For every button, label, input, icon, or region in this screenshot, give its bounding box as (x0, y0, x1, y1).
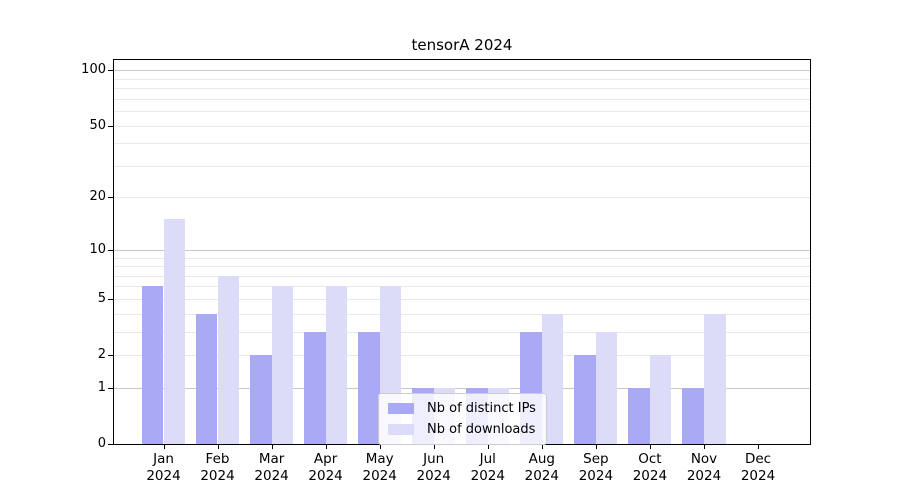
major-gridline-10 (114, 249, 810, 251)
bar-nb-of-downloads-sep (595, 331, 618, 444)
minor-gridline-2 (114, 355, 810, 356)
y-tick-mark-1 (108, 387, 113, 389)
minor-gridline-90 (114, 78, 810, 80)
y-tick-label-50: 50 (89, 117, 106, 133)
minor-gridline-40 (114, 143, 810, 145)
minor-gridline-30 (114, 165, 810, 167)
legend-label: Nb of distinct IPs (427, 401, 536, 416)
x-tick-mark-jul (487, 445, 489, 449)
bar-nb-of-downloads-jan (163, 219, 186, 444)
minor-gridline-5 (114, 298, 810, 300)
x-tick-mark-dec (758, 445, 759, 449)
minor-gridline-8 (114, 266, 810, 267)
x-tick-label-may: May 2024 (362, 451, 397, 484)
bar-nb-of-distinct-ips-oct (628, 387, 650, 444)
y-tick-mark-100 (108, 70, 113, 72)
y-tick-mark-0 (108, 444, 113, 445)
x-tick-mark-may (379, 445, 381, 449)
legend: Nb of distinct IPs Nb of downloads (378, 393, 547, 445)
plot-area: Nb of distinct IPs Nb of downloads (113, 59, 811, 445)
minor-gridline-70 (114, 98, 810, 100)
x-tick-label-dec: Dec 2024 (740, 451, 776, 484)
x-tick-label-oct: Oct 2024 (632, 451, 668, 484)
y-tick-label-1: 1 (97, 379, 106, 395)
y-tick-label-100: 100 (81, 62, 106, 78)
minor-gridline-60 (114, 111, 810, 112)
x-tick-mark-nov (704, 445, 705, 449)
minor-gridline-80 (114, 88, 810, 89)
bar-nb-of-distinct-ips-mar (250, 355, 272, 444)
y-tick-mark-2 (108, 355, 113, 356)
x-tick-label-jan: Jan 2024 (146, 451, 181, 484)
x-tick-mark-mar (271, 445, 273, 449)
major-gridline-1 (114, 387, 810, 389)
legend-item-nb-of-downloads: Nb of downloads (388, 422, 536, 437)
bar-nb-of-downloads-aug (541, 313, 564, 444)
x-tick-label-feb: Feb 2024 (200, 451, 235, 484)
bar-nb-of-distinct-ips-may (358, 331, 380, 444)
x-tick-label-aug: Aug 2024 (524, 451, 559, 484)
x-tick-mark-oct (649, 445, 651, 449)
y-tick-label-2: 2 (97, 347, 106, 362)
x-tick-mark-jun (433, 445, 435, 449)
legend-swatch-icon (388, 424, 414, 435)
legend-swatch-icon (388, 403, 414, 414)
y-tick-label-20: 20 (89, 189, 106, 205)
minor-gridline-7 (114, 275, 810, 277)
x-tick-mark-apr (325, 445, 327, 449)
y-tick-mark-20 (108, 197, 113, 199)
x-tick-mark-jan (163, 445, 165, 449)
y-tick-label-5: 5 (97, 290, 106, 306)
x-tick-mark-feb (217, 445, 219, 449)
minor-gridline-20 (114, 197, 810, 199)
bar-nb-of-downloads-oct (649, 355, 672, 444)
minor-gridline-50 (114, 125, 810, 127)
x-tick-mark-aug (541, 445, 543, 449)
y-tick-label-10: 10 (89, 241, 106, 257)
y-tick-mark-5 (108, 298, 113, 300)
x-tick-label-jul: Jul 2024 (470, 451, 505, 484)
bar-nb-of-distinct-ips-sep (574, 355, 596, 444)
x-tick-label-mar: Mar 2024 (254, 451, 289, 484)
bar-nb-of-distinct-ips-apr (304, 331, 326, 444)
x-tick-mark-sep (595, 445, 597, 449)
bar-nb-of-distinct-ips-feb (195, 313, 218, 444)
x-tick-label-sep: Sep 2024 (578, 451, 614, 484)
major-gridline-100 (114, 70, 810, 72)
bar-nb-of-distinct-ips-nov (682, 387, 704, 444)
minor-gridline-3 (114, 331, 810, 333)
x-tick-label-apr: Apr 2024 (308, 451, 343, 484)
y-tick-label-0: 0 (97, 436, 106, 451)
minor-gridline-9 (114, 257, 810, 259)
bar-nb-of-downloads-nov (704, 313, 726, 444)
bar-nb-of-downloads-mar (271, 286, 294, 444)
bar-nb-of-downloads-feb (217, 275, 240, 444)
y-tick-mark-50 (108, 125, 113, 127)
bar-nb-of-downloads-apr (325, 286, 348, 444)
legend-label: Nb of downloads (427, 422, 536, 437)
bar-nb-of-distinct-ips-jan (141, 286, 164, 444)
minor-gridline-6 (114, 286, 810, 288)
minor-gridline-4 (114, 313, 810, 315)
y-tick-mark-10 (108, 249, 113, 251)
x-tick-label-nov: Nov 2024 (686, 451, 722, 484)
legend-item-nb-of-distinct-ips: Nb of distinct IPs (388, 401, 536, 416)
chart-title: tensorA 2024 (411, 36, 513, 54)
x-tick-label-jun: Jun 2024 (416, 451, 451, 484)
